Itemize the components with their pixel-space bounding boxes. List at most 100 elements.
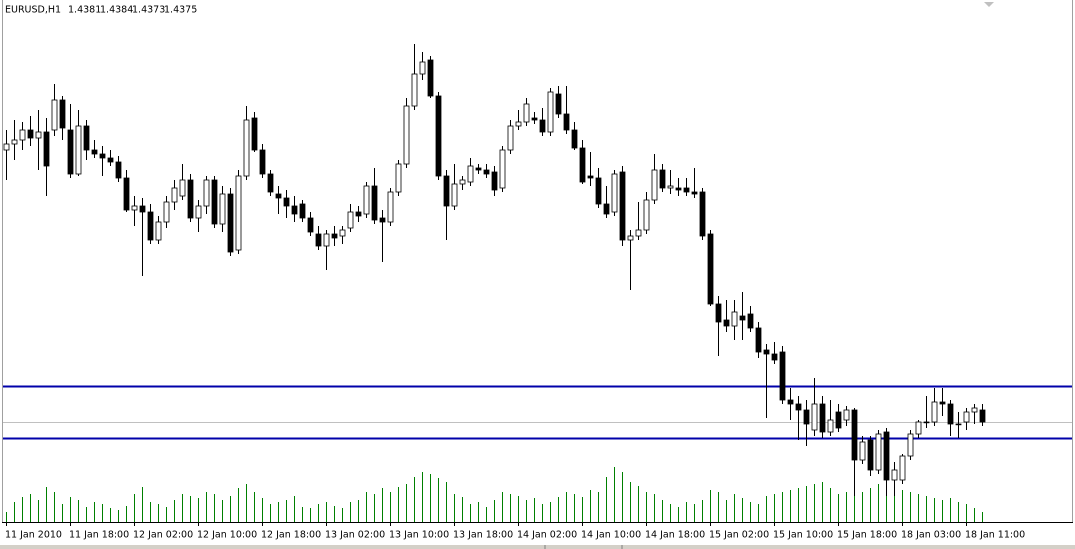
tab-bar bbox=[0, 545, 1075, 549]
open-label: 1.4381 bbox=[68, 5, 101, 16]
candle-body bbox=[267, 173, 274, 193]
candle-body bbox=[747, 313, 754, 329]
candle-body bbox=[499, 149, 506, 189]
candle-body bbox=[547, 91, 554, 133]
candle-body bbox=[779, 351, 786, 401]
candle-body bbox=[843, 409, 850, 421]
candle-body bbox=[91, 149, 98, 155]
candle-body bbox=[971, 407, 978, 413]
candle-body bbox=[491, 171, 498, 191]
candle-body bbox=[659, 169, 666, 189]
x-tick-label: 12 Jan 10:00 bbox=[197, 530, 257, 541]
candle-body bbox=[955, 423, 962, 426]
candle-body bbox=[523, 103, 530, 123]
candle-body bbox=[259, 149, 266, 175]
candle-body bbox=[379, 217, 386, 223]
candle-body bbox=[171, 187, 178, 203]
candle-body bbox=[555, 93, 562, 115]
candle-body bbox=[19, 129, 26, 141]
candle-body bbox=[899, 455, 906, 481]
x-tick-label: 15 Jan 18:00 bbox=[837, 530, 897, 541]
x-tick-label: 15 Jan 10:00 bbox=[773, 530, 833, 541]
candle-body bbox=[179, 179, 186, 197]
candle-body bbox=[651, 169, 658, 201]
candle-body bbox=[187, 179, 194, 219]
candle-body bbox=[315, 233, 322, 247]
candle-body bbox=[851, 409, 858, 461]
candle-body bbox=[763, 349, 770, 355]
candle-body bbox=[571, 129, 578, 149]
candle-body bbox=[715, 303, 722, 323]
candle-body bbox=[203, 179, 210, 207]
candle-body bbox=[107, 157, 114, 163]
candle-body bbox=[643, 199, 650, 231]
candle-body bbox=[27, 129, 34, 139]
candle-body bbox=[427, 59, 434, 97]
candle-body bbox=[483, 169, 490, 175]
candle-body bbox=[611, 173, 618, 213]
high-label: 1.4384 bbox=[100, 5, 133, 16]
candle-body bbox=[619, 171, 626, 241]
x-tick-label: 13 Jan 18:00 bbox=[453, 530, 513, 541]
candle-body bbox=[339, 229, 346, 237]
candle-body bbox=[891, 469, 898, 481]
candle-body bbox=[819, 403, 826, 433]
candle-body bbox=[67, 129, 74, 175]
symbol-label: EURUSD,H1 bbox=[5, 5, 61, 16]
candle-body bbox=[83, 125, 90, 151]
candle-body bbox=[667, 185, 674, 189]
candle-body bbox=[603, 203, 610, 215]
x-tick-label: 11 Jan 2010 bbox=[5, 530, 62, 541]
candle-body bbox=[939, 401, 946, 405]
candle-body bbox=[459, 179, 466, 185]
candle-body bbox=[123, 177, 130, 211]
candle-body bbox=[147, 211, 154, 241]
candle-body bbox=[75, 125, 82, 175]
x-tick-label: 11 Jan 18:00 bbox=[69, 530, 129, 541]
candle-body bbox=[139, 205, 146, 213]
candle-body bbox=[403, 105, 410, 165]
candle-body bbox=[227, 193, 234, 253]
candle-body bbox=[531, 117, 538, 121]
candle-body bbox=[755, 327, 762, 353]
candle-body bbox=[35, 131, 42, 139]
candle-body bbox=[323, 233, 330, 247]
candle-body bbox=[723, 319, 730, 327]
candle-body bbox=[915, 421, 922, 435]
x-tick-label: 14 Jan 18:00 bbox=[645, 530, 705, 541]
candle-body bbox=[363, 185, 370, 215]
candle-body bbox=[211, 179, 218, 225]
candle-body bbox=[579, 147, 586, 183]
candle-body bbox=[307, 217, 314, 233]
candle-body bbox=[475, 167, 482, 171]
candle-body bbox=[435, 95, 442, 177]
candle-body bbox=[835, 411, 842, 429]
candle-body bbox=[411, 73, 418, 107]
x-tick-label: 12 Jan 02:00 bbox=[133, 530, 193, 541]
candle-body bbox=[195, 205, 202, 219]
candle-body bbox=[395, 163, 402, 193]
candle-body bbox=[275, 193, 282, 199]
candle-body bbox=[43, 131, 50, 167]
candle-body bbox=[235, 175, 242, 251]
candle-body bbox=[291, 205, 298, 215]
low-label: 1.4373 bbox=[132, 5, 165, 16]
candle-body bbox=[907, 433, 914, 457]
candle-body bbox=[299, 203, 306, 219]
candle-body bbox=[731, 311, 738, 327]
candle-body bbox=[163, 201, 170, 223]
candle-body bbox=[115, 161, 122, 179]
candle-body bbox=[795, 403, 802, 411]
candle-body bbox=[131, 205, 138, 211]
candle-body bbox=[563, 113, 570, 131]
candle-body bbox=[331, 233, 338, 239]
candle-body bbox=[699, 191, 706, 237]
candle-body bbox=[371, 185, 378, 221]
candle-body bbox=[883, 431, 890, 481]
candle-body bbox=[451, 183, 458, 207]
candle-body bbox=[355, 211, 362, 217]
candle-body bbox=[635, 229, 642, 237]
x-tick-label: 12 Jan 18:00 bbox=[261, 530, 321, 541]
